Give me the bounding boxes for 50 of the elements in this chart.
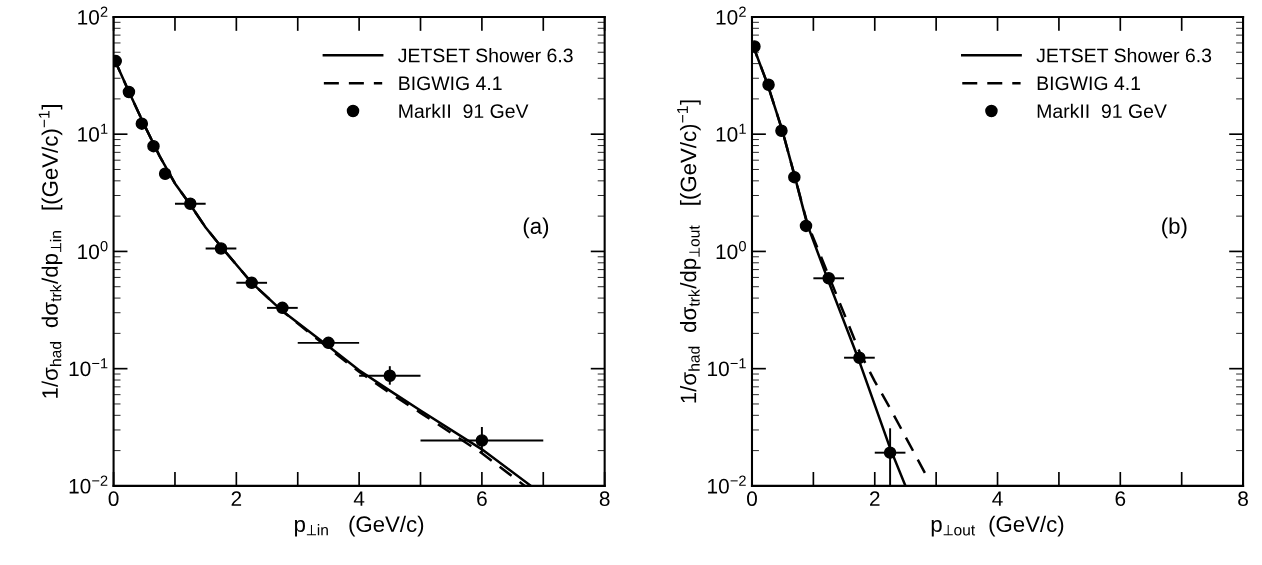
y-tick-label: 10$^{2}$ [716,6,746,25]
point [184,197,197,211]
point [214,242,228,255]
text: 1/σ$_{had}$ dσ$_{trk}$/dp$_{⊥out}$ [(GeV/c)$^{−1}$] [677,100,701,403]
point [853,351,866,364]
point [122,85,136,99]
x-tick-label: 2 [231,491,242,506]
text: 1/σ$_{had}$ dσ$_{trk}$/dp$_{⊥in}$ [(GeV/c)$^{−1}$] [38,105,63,398]
x-tick-label: 0 [747,491,757,507]
point [883,446,897,459]
y-tick-label: 10$^{1}$ [716,123,746,142]
point [762,78,775,92]
point [322,336,335,350]
legend-label: JETSET Shower 6.3 [1036,48,1212,63]
legend-label: BIGWIG 4.1 [1037,76,1141,91]
annotation: (b) [1162,217,1187,239]
point [158,167,172,180]
y-tick-label: 10$^{−1}$ [708,358,746,377]
point [788,170,801,184]
point [245,276,258,290]
point [276,301,289,315]
point [822,272,835,285]
point [775,124,788,137]
y-tick-label: 10$^{2}$ [78,6,108,25]
y-tick-label: 10$^{−2}$ [69,475,108,494]
y-tick-label: 10$^{0}$ [78,241,108,260]
point [147,139,160,153]
x-tick-label: 8 [1238,491,1248,507]
text: p$_{⊥in}$ (GeV/c) [295,515,424,537]
point [475,434,489,447]
x-tick-label: 4 [353,491,365,506]
annotation: (a) [523,217,549,239]
y-tick-label: 10$^{0}$ [716,241,746,260]
y-tick-label: 10$^{1}$ [78,123,108,142]
legend-label: MarkII 91 GeV [399,103,529,119]
x-tick-label: 6 [477,491,487,507]
x-tick-label: 8 [599,491,610,507]
legend-label: JETSET Shower 6.3 [398,48,573,63]
y-tick-label: 10$^{−2}$ [708,475,746,494]
point [799,219,813,233]
y-tick-label: 10$^{−1}$ [69,358,108,377]
x-axis-title: p$_{⊥out}$ (GeV/c) [931,515,1064,537]
x-tick-label: 0 [108,491,119,507]
point [383,369,397,383]
legend-label: BIGWIG 4.1 [399,76,502,91]
x-tick-label: 6 [1115,491,1126,507]
point [135,117,149,130]
legend-label: MarkII 91 GeV [1037,103,1167,119]
x-tick-label: 2 [870,491,880,506]
x-tick-label: 4 [992,491,1003,506]
